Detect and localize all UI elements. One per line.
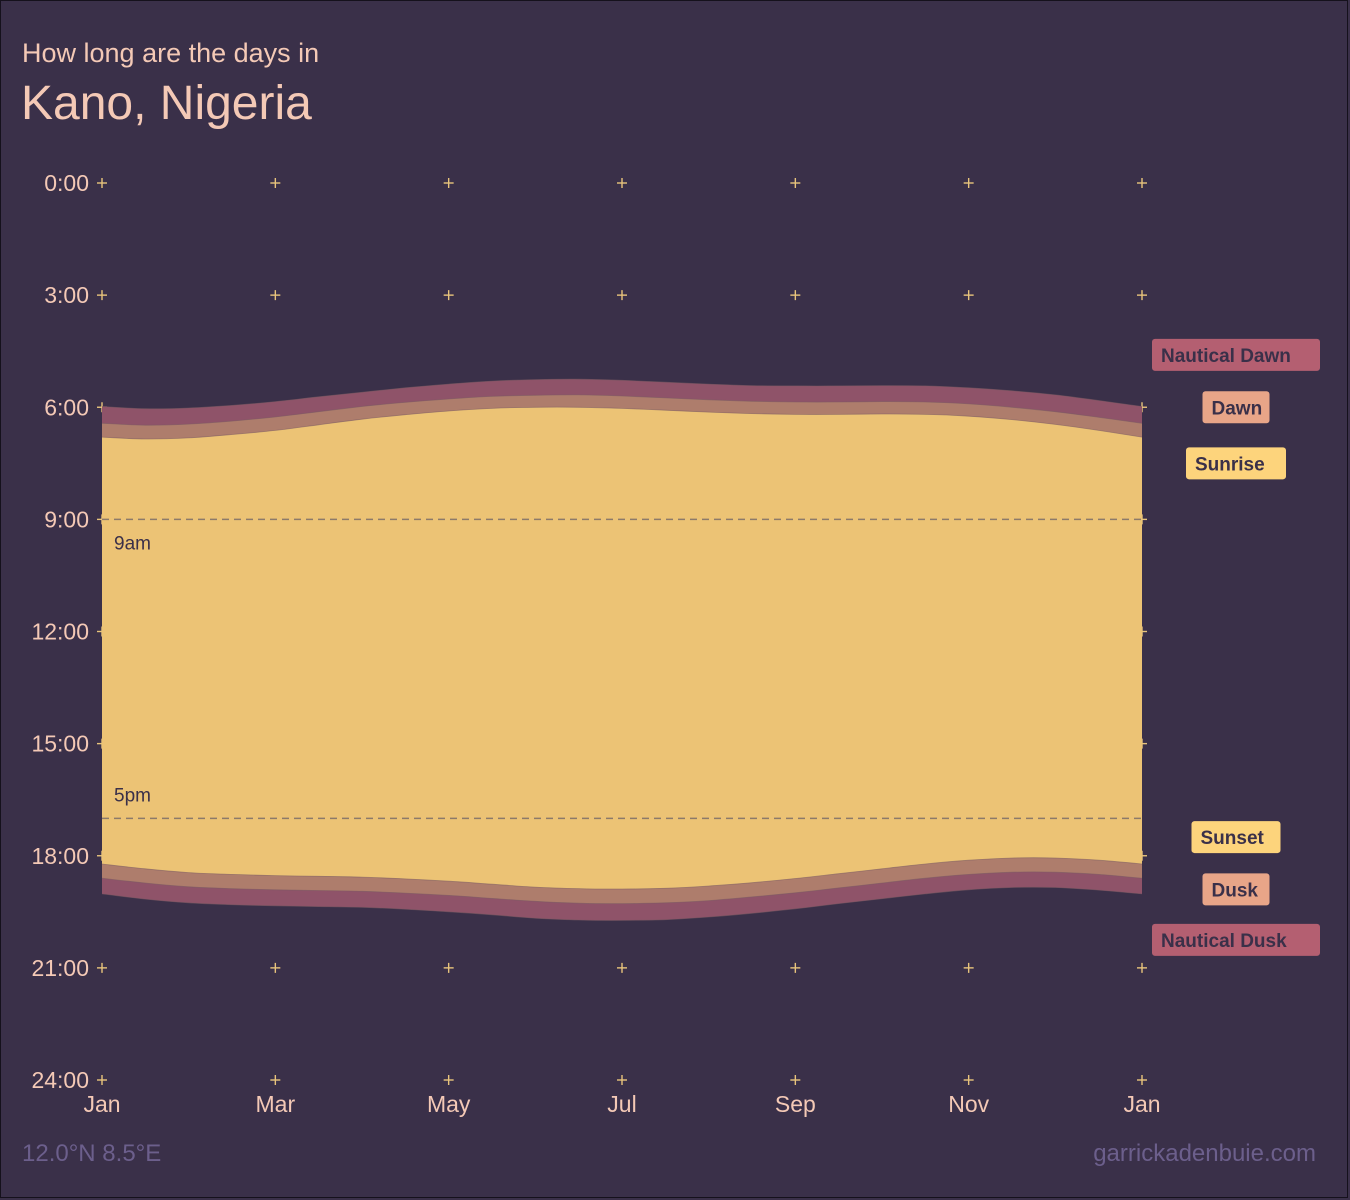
x-tick-label: May [427,1091,471,1117]
legend-label-sunrise: Sunrise [1186,447,1286,480]
grid-plus-marker [617,290,627,301]
series-line-nautical-dusk [101,886,1143,921]
legend-label-sunset: Sunset [1191,821,1281,854]
chart-title: Kano, Nigeria [21,77,312,130]
reference-line-label: 5pm [114,785,151,806]
grid-plus-marker [97,290,107,301]
legend-label-text: Nautical Dawn [1161,346,1291,367]
x-tick-label: Jan [1123,1091,1160,1117]
legend-label-text: Sunset [1201,828,1265,849]
grid-plus-marker [963,178,974,188]
legend-label-text: Dawn [1212,398,1263,419]
grid-plus-marker [1137,1075,1147,1085]
grid-plus-marker [97,1075,107,1085]
legend: Nautical Dawn Dawn Sunrise Sunset Dusk Nautic… [1152,338,1320,956]
grid-plus-marker [1137,962,1147,973]
credit-caption: garrickadenbuie.com [1093,1140,1316,1167]
grid-plus-marker [1137,178,1147,188]
grid-plus-marker [270,290,281,301]
series-line-nautical-dawn [101,378,1143,410]
grid-plus-marker [790,178,801,188]
grid-plus-marker [790,962,801,973]
grid-plus-marker [443,178,454,188]
legend-label-text: Sunrise [1195,454,1265,475]
y-tick-label: 9:00 [44,506,89,532]
legend-label-nautical-dusk: Nautical Dusk [1152,923,1320,956]
series-line-dusk [101,871,1143,905]
y-tick-label: 21:00 [31,955,89,981]
x-tick-label: Sep [775,1091,816,1117]
series-line-dawn [101,394,1143,426]
y-tick-label: 6:00 [44,394,89,420]
grid-plus-marker [963,290,974,301]
series-line-sunrise [101,406,1143,440]
axes: 0:00 3:00 6:00 9:00 12:00 15:00 18:00 21:00 24:0… [31,170,1160,1117]
grid-plus-marker [963,1075,974,1085]
legend-label-dawn: Dawn [1202,391,1270,424]
legend-label-nautical-dawn: Nautical Dawn [1152,338,1320,371]
y-tick-label: 0:00 [44,170,89,196]
y-tick-label: 12:00 [31,619,89,645]
legend-label-text: Nautical Dusk [1161,931,1287,952]
grid-plus-marker [1137,290,1147,301]
grid-plus-marker [963,962,974,973]
coordinates-caption: 12.0°N 8.5°E [22,1140,162,1167]
legend-label-dusk: Dusk [1202,873,1270,906]
chart-subtitle: How long are the days in [22,38,320,68]
x-tick-label: Mar [256,1091,296,1117]
y-tick-label: 15:00 [31,731,89,757]
grid-plus-marker [97,962,107,973]
y-tick-label: 24:00 [31,1067,89,1093]
grid-plus-marker [443,290,454,301]
grid-plus-marker [617,1075,627,1085]
grid-plus-marker [270,962,281,973]
grid-plus-marker [790,290,801,301]
daylight-area [102,407,1142,890]
grid-plus-marker [443,1075,454,1085]
series-line-sunset [101,857,1143,890]
grid-plus-marker [97,178,107,188]
y-tick-label: 3:00 [44,282,89,308]
y-tick-label: 18:00 [31,843,89,869]
grid-plus-marker [617,962,627,973]
grid-plus-marker [270,178,281,188]
grid-plus-marker [270,1075,281,1085]
legend-label-text: Dusk [1212,880,1259,901]
reference-line-label: 9am [114,533,151,554]
grid-plus-marker [790,1075,801,1085]
x-tick-label: Jul [607,1091,636,1117]
twilight-areas [101,378,1143,921]
reference-lines: 9am 5pm [102,518,1146,820]
grid-plus-marker [617,178,627,188]
x-tick-label: Nov [948,1091,989,1117]
grid-plus-marker [443,962,454,973]
x-tick-label: Jan [83,1091,120,1117]
